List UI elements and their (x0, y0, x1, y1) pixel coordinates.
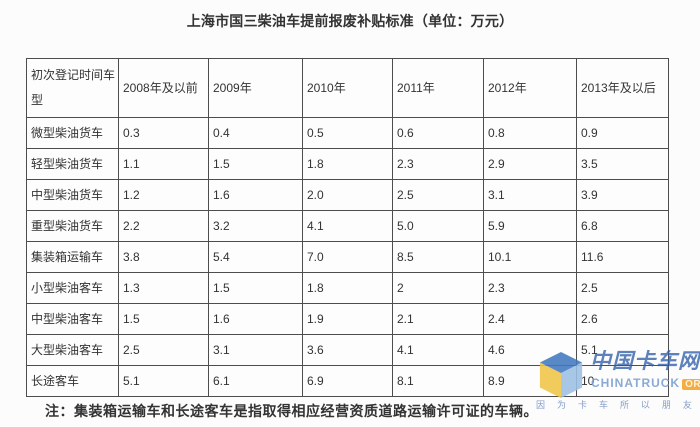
table-note: 注：集装箱运输车和长途客车是指取得相应经营资质道路运输许可证的车辆。 (45, 403, 538, 419)
table-cell: 2.3 (392, 148, 484, 180)
table-cell: 5.0 (392, 210, 484, 242)
table-cell: 1.3 (118, 272, 209, 304)
table-cell: 2 (392, 272, 484, 304)
table-cell: 1.5 (208, 148, 303, 180)
row-label: 小型柴油客车 (26, 272, 119, 304)
table-cell: 2.2 (118, 210, 209, 242)
column-header: 2012年 (483, 58, 577, 118)
row-label: 中型柴油货车 (26, 179, 119, 211)
table-cell: 6.1 (208, 365, 303, 397)
row-label: 长途客车 (26, 365, 119, 397)
table-cell: 11.6 (576, 241, 669, 273)
table-cell: 1.5 (208, 272, 303, 304)
watermark-slogan-char: 以 (640, 400, 650, 410)
table-cell: 0.3 (118, 117, 209, 149)
table-cell: 5.9 (483, 210, 577, 242)
table-cell: 2.4 (483, 303, 577, 335)
table-cell: 1.1 (118, 148, 209, 180)
table-cell: 10 (576, 365, 669, 397)
table-row: 集装箱运输车 3.8 5.4 7.0 8.5 10.1 11.6 (26, 241, 669, 273)
table-cell: 4.1 (302, 210, 393, 242)
table-row: 微型柴油货车 0.3 0.4 0.5 0.6 0.8 0.9 (26, 117, 669, 149)
table-cell: 8.9 (483, 365, 577, 397)
watermark-slogan-char: 卡 (577, 400, 587, 410)
table-cell: 5.1 (576, 334, 669, 366)
table-row: 中型柴油货车 1.2 1.6 2.0 2.5 3.1 3.9 (26, 179, 669, 211)
table-body: 微型柴油货车 0.3 0.4 0.5 0.6 0.8 0.9 轻型柴油货车 1.1 1.5 1.8 2… (26, 117, 669, 397)
table-cell: 4.6 (483, 334, 577, 366)
table-cell: 8.5 (392, 241, 484, 273)
table-cell: 0.5 (302, 117, 393, 149)
table-cell: 4.1 (392, 334, 484, 366)
table-cell: 0.9 (576, 117, 669, 149)
subsidy-table: 初次登记时间车型 2008年及以前 2009年 2010年 2011年 2012年 2013… (26, 58, 669, 397)
page-title: 上海市国三柴油车提前报废补贴标准（单位：万元） (186, 13, 514, 29)
column-header: 2010年 (302, 58, 393, 118)
column-header: 2008年及以前 (118, 58, 209, 118)
table-cell: 2.1 (392, 303, 484, 335)
table-cell: 3.6 (302, 334, 393, 366)
table-cell: 8.1 (392, 365, 484, 397)
table-cell: 0.8 (483, 117, 577, 149)
table-cell: 6.8 (576, 210, 669, 242)
table-cell: 1.8 (302, 148, 393, 180)
row-label: 集装箱运输车 (26, 241, 119, 273)
watermark-slogan-char: 所 (619, 400, 629, 410)
table-cell: 7.0 (302, 241, 393, 273)
column-header: 初次登记时间车型 (26, 58, 119, 118)
watermark-slogan: 因为卡车所以朋友 (536, 398, 692, 411)
table-cell: 1.6 (208, 303, 303, 335)
table-cell: 1.2 (118, 179, 209, 211)
row-label: 大型柴油客车 (26, 334, 119, 366)
table-cell: 3.1 (483, 179, 577, 211)
table-cell: 2.0 (302, 179, 393, 211)
table-cell: 2.9 (483, 148, 577, 180)
table-row: 轻型柴油货车 1.1 1.5 1.8 2.3 2.9 3.5 (26, 148, 669, 180)
table-cell: 3.9 (576, 179, 669, 211)
watermark-slogan-char: 朋 (661, 400, 671, 410)
column-header: 2009年 (208, 58, 303, 118)
column-header: 2011年 (392, 58, 484, 118)
table-cell: 1.8 (302, 272, 393, 304)
table-cell: 10.1 (483, 241, 577, 273)
row-label: 轻型柴油货车 (26, 148, 119, 180)
table-row: 长途客车 5.1 6.1 6.9 8.1 8.9 10 (26, 365, 669, 397)
table-row: 大型柴油客车 2.5 3.1 3.6 4.1 4.6 5.1 (26, 334, 669, 366)
table-cell: 3.8 (118, 241, 209, 273)
row-label: 微型柴油货车 (26, 117, 119, 149)
header-row: 初次登记时间车型 2008年及以前 2009年 2010年 2011年 2012年 2013… (26, 58, 669, 118)
table-cell: 2.6 (576, 303, 669, 335)
table-cell: 3.5 (576, 148, 669, 180)
watermark-slogan-char: 友 (682, 400, 692, 410)
table-cell: 2.5 (392, 179, 484, 211)
table-cell: 2.5 (118, 334, 209, 366)
table-cell: 1.9 (302, 303, 393, 335)
table-cell: 2.3 (483, 272, 577, 304)
watermark-slogan-char: 车 (598, 400, 608, 410)
table-cell: 5.4 (208, 241, 303, 273)
watermark-url-badge: ORG (682, 379, 700, 390)
table-cell: 5.1 (118, 365, 209, 397)
table-cell: 3.2 (208, 210, 303, 242)
table-cell: 3.1 (208, 334, 303, 366)
table-cell: 0.4 (208, 117, 303, 149)
watermark-slogan-char: 为 (556, 400, 566, 410)
row-label: 中型柴油客车 (26, 303, 119, 335)
table-cell: 6.9 (302, 365, 393, 397)
table-cell: 0.6 (392, 117, 484, 149)
table-row: 中型柴油客车 1.5 1.6 1.9 2.1 2.4 2.6 (26, 303, 669, 335)
table-row: 小型柴油客车 1.3 1.5 1.8 2 2.3 2.5 (26, 272, 669, 304)
row-label: 重型柴油货车 (26, 210, 119, 242)
column-header: 2013年及以后 (576, 58, 669, 118)
table-cell: 1.6 (208, 179, 303, 211)
table-cell: 1.5 (118, 303, 209, 335)
table-cell: 2.5 (576, 272, 669, 304)
table-row: 重型柴油货车 2.2 3.2 4.1 5.0 5.9 6.8 (26, 210, 669, 242)
